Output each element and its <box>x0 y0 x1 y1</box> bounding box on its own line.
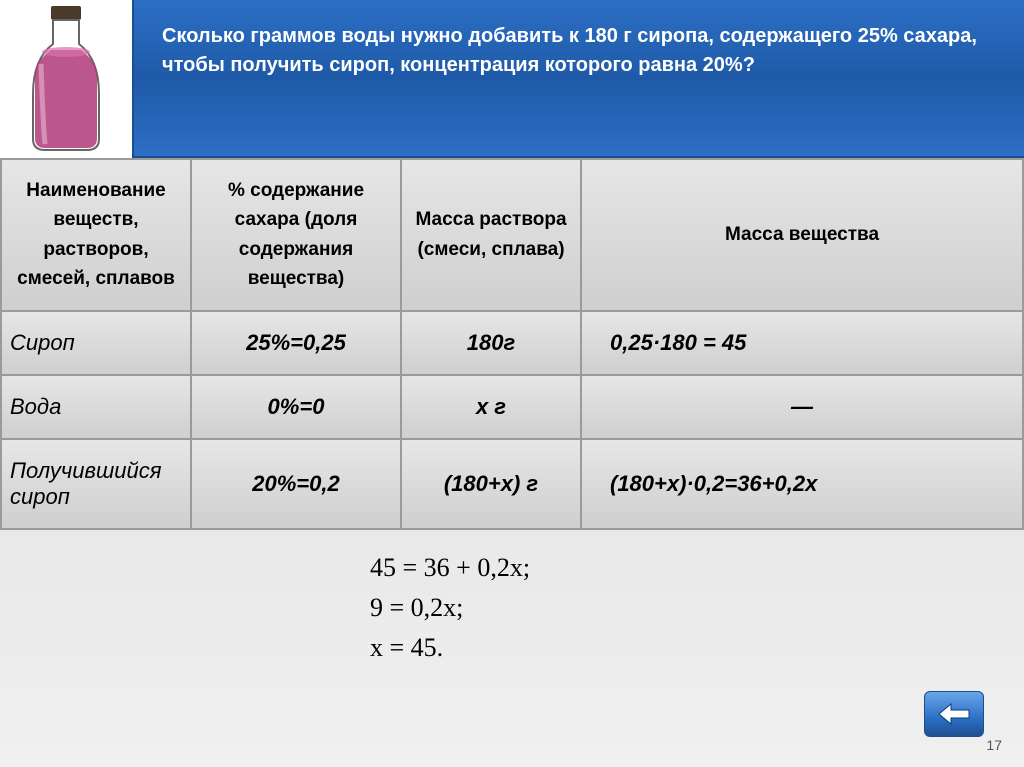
table-row: Вода 0%=0 х г — <box>1 375 1023 439</box>
flask-image <box>0 0 134 158</box>
equation-line: x = 45. <box>370 628 1024 668</box>
equation-line: 9 = 0,2x; <box>370 588 1024 628</box>
row-name: Вода <box>1 375 191 439</box>
table-header-row: Наименование веществ, растворов, смесей,… <box>1 159 1023 311</box>
row-mass: х г <box>401 375 581 439</box>
row-mass: (180+х) г <box>401 439 581 529</box>
row-name: Получившийся сироп <box>1 439 191 529</box>
equation-line: 45 = 36 + 0,2x; <box>370 548 1024 588</box>
row-percent: 25%=0,25 <box>191 311 401 375</box>
page-number: 17 <box>986 737 1002 753</box>
solution-table: Наименование веществ, растворов, смесей,… <box>0 158 1024 530</box>
th-percent: % содержание сахара (доля содержания вещ… <box>191 159 401 311</box>
back-nav-button[interactable] <box>924 691 984 737</box>
problem-text: Сколько граммов воды нужно добавить к 18… <box>162 25 977 76</box>
row-percent: 0%=0 <box>191 375 401 439</box>
row-subst: 0,25·180 = 45 <box>581 311 1023 375</box>
row-name: Сироп <box>1 311 191 375</box>
th-name: Наименование веществ, растворов, смесей,… <box>1 159 191 311</box>
row-percent: 20%=0,2 <box>191 439 401 529</box>
row-subst: (180+х)·0,2=36+0,2х <box>581 439 1023 529</box>
equations-block: 45 = 36 + 0,2x; 9 = 0,2x; x = 45. <box>0 548 1024 669</box>
table-row: Сироп 25%=0,25 180г 0,25·180 = 45 <box>1 311 1023 375</box>
table-row: Получившийся сироп 20%=0,2 (180+х) г (18… <box>1 439 1023 529</box>
arrow-left-icon <box>937 702 971 726</box>
problem-header: Сколько граммов воды нужно добавить к 18… <box>134 0 1024 158</box>
row-mass: 180г <box>401 311 581 375</box>
row-subst: — <box>581 375 1023 439</box>
th-substance: Масса вещества <box>581 159 1023 311</box>
th-mass: Масса раствора (смеси, сплава) <box>401 159 581 311</box>
